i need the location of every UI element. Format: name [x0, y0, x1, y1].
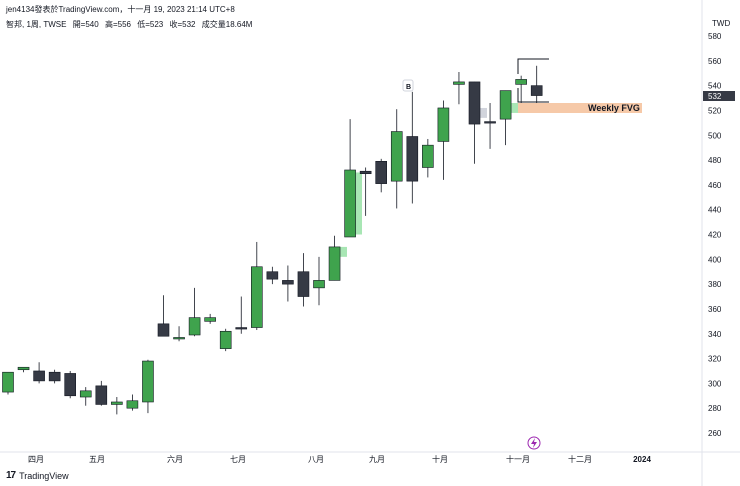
- candle-body[interactable]: [297, 271, 310, 297]
- price-tick-label: 340: [708, 330, 722, 339]
- price-tick-label: 520: [708, 106, 722, 115]
- candle-body[interactable]: [437, 107, 450, 142]
- weekly-range-bracket-top: [517, 58, 549, 74]
- tradingview-logo-icon: 17: [6, 470, 16, 481]
- candle-body[interactable]: [313, 280, 325, 289]
- candle-body[interactable]: [530, 85, 543, 96]
- price-tick-label: 460: [708, 181, 722, 190]
- candle-body[interactable]: [344, 169, 356, 238]
- time-tick-label: 七月: [230, 455, 246, 464]
- candle-body[interactable]: [235, 327, 248, 330]
- high-value: 高=556: [104, 20, 131, 29]
- fvg-zone-highlight: [518, 103, 642, 113]
- candle-body[interactable]: [142, 360, 154, 403]
- candle-body[interactable]: [157, 323, 170, 337]
- time-tick-label: 八月: [308, 455, 324, 464]
- symbol-label: 智邦, 1周, TWSE: [6, 20, 67, 29]
- price-tick-label: 360: [708, 305, 722, 314]
- candle-body[interactable]: [468, 81, 481, 125]
- candle-body[interactable]: [204, 317, 216, 322]
- price-tick-label: 480: [708, 156, 722, 165]
- gap-zone: [352, 172, 362, 235]
- candle-body[interactable]: [282, 280, 294, 285]
- time-tick-label: 十月: [432, 454, 448, 464]
- lightning-glyph-icon: [531, 438, 537, 448]
- buy-marker[interactable]: [402, 79, 414, 92]
- open-value: 開=540: [72, 20, 99, 29]
- candle-body[interactable]: [359, 170, 372, 175]
- time-tick-label: 六月: [167, 454, 183, 464]
- candle-body[interactable]: [219, 330, 232, 349]
- last-price-tag: 532: [703, 91, 735, 101]
- candle-body[interactable]: [64, 373, 76, 397]
- buy-marker-label: B: [406, 84, 411, 91]
- fvg-label: Weekly FVG: [588, 103, 640, 113]
- candle-body[interactable]: [79, 390, 92, 398]
- time-tick-label: 2024: [633, 455, 651, 464]
- fvg-zones: [337, 102, 518, 257]
- price-tick-label: 440: [708, 206, 722, 215]
- price-tick-label: 400: [708, 255, 722, 264]
- time-tick-label: 五月: [89, 455, 105, 464]
- price-tick-label: 380: [708, 280, 722, 289]
- candle-body[interactable]: [484, 121, 496, 124]
- candle-body[interactable]: [251, 266, 263, 328]
- annotations: Weekly FVG B: [402, 58, 642, 450]
- candle-body[interactable]: [173, 337, 185, 340]
- candle-body[interactable]: [453, 81, 465, 85]
- publish-line: jen4134發表於TradingView.com，十一月 19, 2023 2…: [6, 5, 235, 14]
- candle-body[interactable]: [390, 131, 403, 182]
- candle-body[interactable]: [126, 400, 139, 409]
- currency-label: TWD: [712, 19, 730, 28]
- price-tick-label: 300: [708, 379, 722, 388]
- candle-body[interactable]: [266, 271, 279, 280]
- candle-body[interactable]: [422, 144, 434, 168]
- price-ticks: 580 560 540 520 500 480 460 440 420 400 380 360 340 3…: [708, 32, 722, 438]
- candle-body[interactable]: [188, 317, 201, 336]
- low-value: 低=523: [137, 20, 164, 29]
- brand-label: TradingView: [19, 470, 69, 481]
- ohlc-legend: 智邦, 1周, TWSE 開=540 高=556 低=523 收=532 成交量…: [6, 19, 256, 30]
- time-tick-label: 十二月: [568, 454, 592, 464]
- time-tick-label: 四月: [28, 455, 44, 464]
- candle-body[interactable]: [95, 385, 108, 405]
- time-tick-label: 十一月: [506, 454, 530, 464]
- gap-zone: [508, 102, 518, 113]
- last-price-label: 532: [708, 92, 722, 101]
- price-tick-label: 560: [708, 57, 722, 66]
- last-price-bg: [703, 91, 735, 101]
- candle-body[interactable]: [499, 90, 512, 120]
- candle-body[interactable]: [48, 371, 61, 382]
- gap-zone: [337, 246, 347, 257]
- candle-body[interactable]: [17, 366, 30, 371]
- candle-body[interactable]: [33, 370, 45, 382]
- candle-body[interactable]: [515, 79, 527, 85]
- price-tick-label: 280: [708, 404, 722, 413]
- candle-body[interactable]: [111, 401, 123, 405]
- volume-value: 成交量18.64M: [201, 20, 253, 29]
- candle-body[interactable]: [406, 136, 419, 182]
- tradingview-brand[interactable]: 17 TradingView: [6, 470, 69, 481]
- close-value: 收=532: [169, 20, 196, 29]
- weekly-range-bracket-bottom: [517, 88, 549, 103]
- candle-body[interactable]: [375, 161, 388, 184]
- price-tick-label: 260: [708, 429, 722, 438]
- price-tick-label: 420: [708, 231, 722, 240]
- price-tick-label: 540: [708, 82, 722, 91]
- time-ticks: 四月 五月 六月 七月 八月 九月 十月 十一月 十二月 2024: [28, 454, 651, 464]
- time-tick-label: 九月: [369, 455, 385, 464]
- candles: [2, 65, 543, 415]
- candle-body[interactable]: [2, 371, 14, 393]
- price-tick-label: 320: [708, 355, 722, 364]
- price-tick-label: 500: [708, 131, 722, 140]
- gap-zone: [477, 107, 487, 118]
- candle-body[interactable]: [328, 246, 341, 281]
- price-tick-label: 580: [708, 32, 722, 41]
